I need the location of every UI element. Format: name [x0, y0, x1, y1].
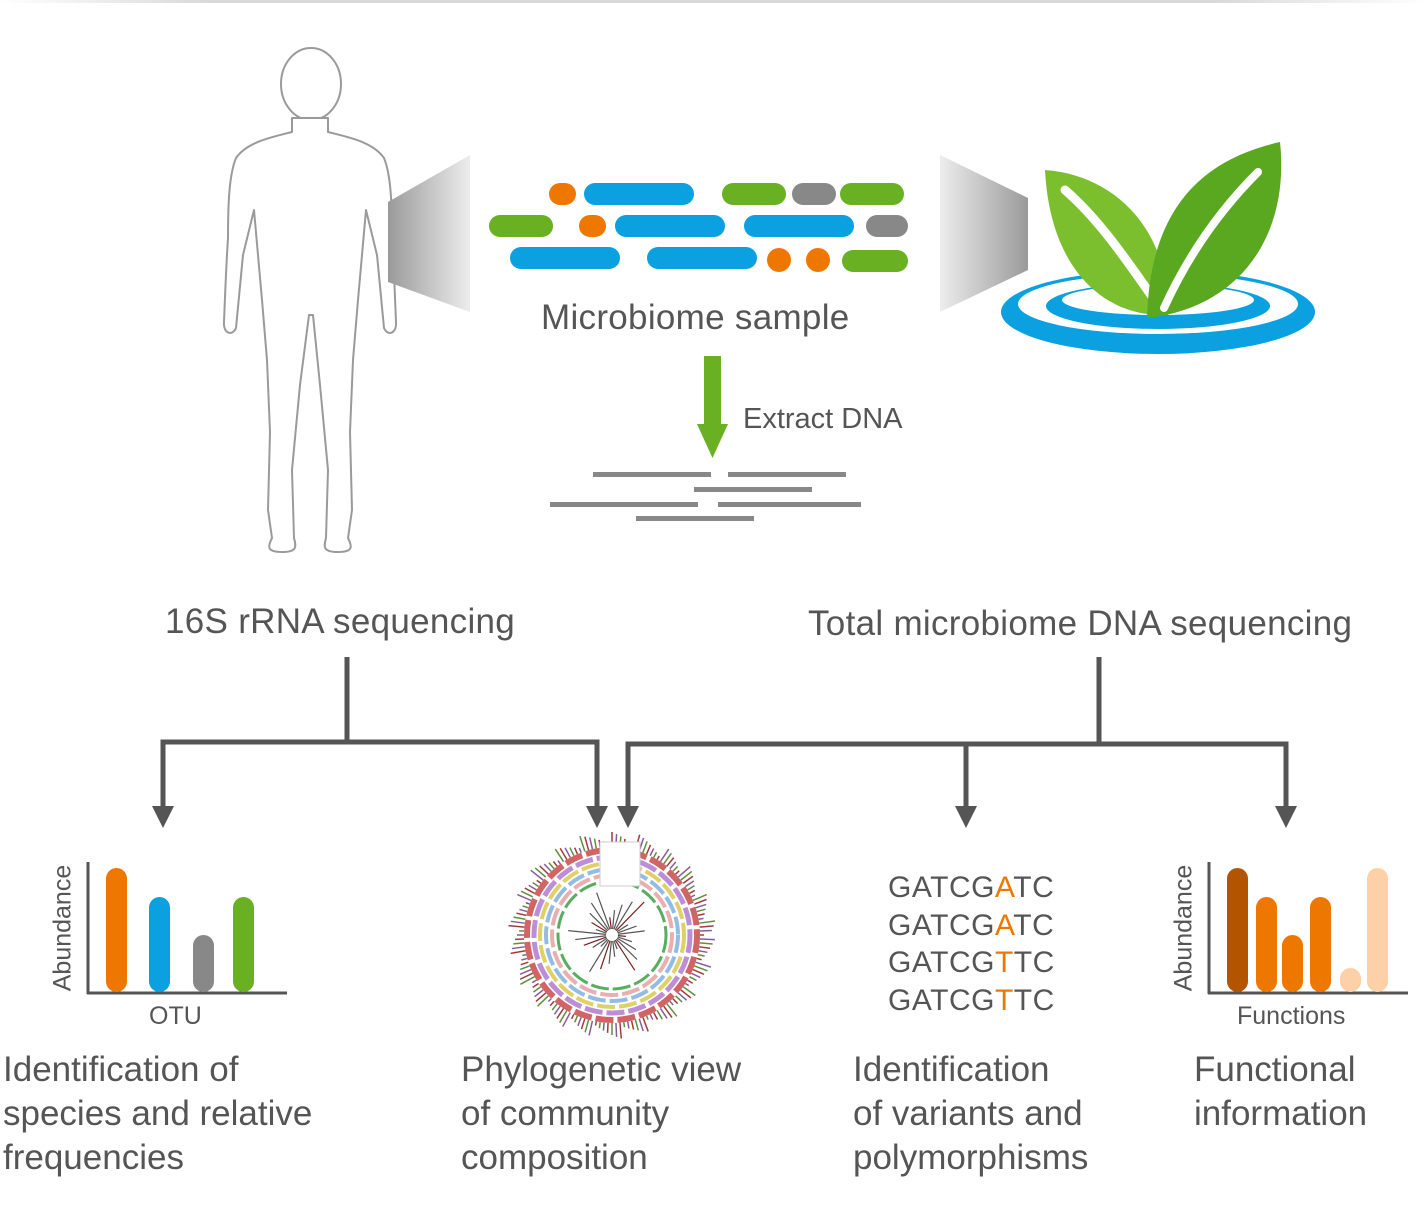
chart-bar [1256, 897, 1277, 992]
otu-abundance-chart [87, 862, 287, 994]
microbiome-sample-label: Microbiome sample [541, 298, 850, 338]
method-16s-label: 16S rRNA sequencing [165, 602, 515, 642]
microbiome-sample-icon [489, 183, 908, 272]
chart-bar [1310, 897, 1331, 992]
human-silhouette-icon [224, 48, 396, 552]
otu-chart-ylabel: Abundance [49, 865, 78, 992]
sequence-line: GATCGATC [888, 907, 1055, 945]
phylogenetic-tree-icon [508, 832, 715, 1039]
caption-phylogenetic-view: Phylogenetic view of community compositi… [461, 1048, 741, 1180]
leaf-water-icon [1001, 142, 1315, 354]
functions-chart-ylabel: Abundance [1170, 865, 1199, 992]
right-funnel-shape [940, 155, 1028, 312]
extract-dna-label: Extract DNA [743, 403, 903, 436]
chart-bar [106, 868, 127, 992]
chart-bar [1282, 935, 1303, 992]
variant-sequences: GATCGATC GATCGATC GATCGTTC GATCGTTC [888, 869, 1055, 1019]
flow-connectors [163, 657, 1286, 808]
sequence-line: GATCGTTC [888, 982, 1055, 1020]
top-divider [0, 0, 1426, 3]
method-total-dna-label: Total microbiome DNA sequencing [808, 604, 1352, 644]
caption-species-frequencies: Identification of species and relative f… [3, 1048, 312, 1180]
chart-bar [149, 897, 170, 992]
chart-bar [233, 897, 254, 992]
functions-chart-xlabel: Functions [1237, 1002, 1345, 1031]
left-funnel-shape [388, 155, 470, 312]
otu-chart-xlabel: OTU [149, 1002, 202, 1031]
chart-bar [1340, 968, 1361, 992]
chart-bar [1367, 868, 1388, 992]
chart-bar [193, 935, 214, 992]
extract-arrow [697, 356, 728, 458]
flow-arrowheads [152, 806, 1297, 828]
sequence-line: GATCGATC [888, 869, 1055, 907]
sequence-line: GATCGTTC [888, 944, 1055, 982]
caption-variants: Identification of variants and polymorph… [853, 1048, 1088, 1180]
chart-bar [1227, 868, 1248, 992]
functions-abundance-chart [1208, 862, 1408, 994]
caption-functional-info: Functional information [1194, 1048, 1367, 1136]
dna-fragments-icon [550, 472, 861, 521]
